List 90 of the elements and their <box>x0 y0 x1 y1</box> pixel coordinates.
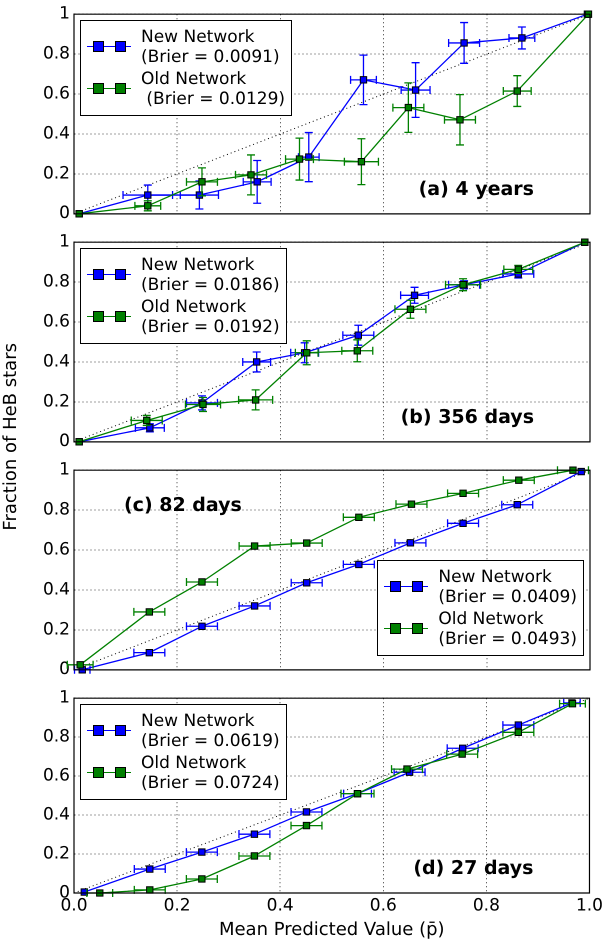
point <box>408 500 416 508</box>
point <box>250 852 258 860</box>
point <box>354 347 361 354</box>
point <box>146 608 154 616</box>
y-tick-label: 0.4 <box>42 579 70 600</box>
point <box>458 750 466 758</box>
y-tick-label: 1 <box>59 460 70 480</box>
y-tick-label: 0.6 <box>42 539 70 560</box>
annotation: (c) 82 days <box>124 494 242 516</box>
point <box>247 171 255 179</box>
point <box>514 721 522 729</box>
point <box>514 87 521 95</box>
y-tick-label: 0.2 <box>42 391 70 412</box>
annotation: (a) 4 years <box>418 178 534 200</box>
point <box>252 396 260 404</box>
x-tick-label: 0.2 <box>164 896 191 916</box>
x-axis-title: Mean Predicted Value (p̄) <box>218 918 445 940</box>
point <box>254 178 261 186</box>
y-tick-label: 0.6 <box>42 83 70 104</box>
y-tick-label: 0 <box>59 203 70 224</box>
y-tick-label: 0.6 <box>42 766 70 786</box>
y-tick-label: 0.8 <box>42 500 70 520</box>
y-tick-label: 0.4 <box>42 351 70 372</box>
y-tick-label: 0.8 <box>42 272 70 292</box>
y-tick-label: 0.2 <box>42 843 70 864</box>
y-tick-label: 0.6 <box>42 311 70 332</box>
point <box>355 560 363 568</box>
point <box>518 34 526 42</box>
legend-label: Old Network (Brier = 0.0192) <box>141 297 280 338</box>
y-tick-label: 0.2 <box>42 619 70 640</box>
legend-label: New Network (Brier = 0.0186) <box>141 255 280 296</box>
x-tick-label: 1.0 <box>576 896 604 916</box>
point <box>252 358 260 366</box>
point <box>354 332 362 339</box>
x-tick-label: 0.8 <box>472 896 500 916</box>
point <box>406 306 414 313</box>
point <box>456 116 464 124</box>
x-tick-label: 0.6 <box>370 896 397 916</box>
y-axis-title: Fraction of HeB stars <box>0 343 20 531</box>
y-tick-label: 0.4 <box>42 123 70 144</box>
point <box>198 578 206 586</box>
point <box>515 476 522 484</box>
point <box>514 728 522 736</box>
y-tick-label: 0.8 <box>42 44 70 64</box>
legend-label: New Network (Brier = 0.0091) <box>141 27 280 68</box>
point <box>250 542 258 550</box>
annotation: (b) 356 days <box>400 406 534 428</box>
y-tick-label: 1 <box>59 4 70 24</box>
point <box>198 178 206 186</box>
y-tick-label: 0 <box>59 431 70 452</box>
annotation: (d) 27 days <box>413 857 534 879</box>
point <box>460 39 468 47</box>
point <box>198 875 206 883</box>
point <box>302 822 310 830</box>
x-tick-label: 0.4 <box>266 896 294 916</box>
point <box>303 579 310 586</box>
y-tick-label: 1 <box>59 688 70 708</box>
y-tick-label: 0.2 <box>42 163 70 184</box>
point <box>358 158 366 166</box>
point <box>406 539 414 547</box>
point <box>146 886 154 894</box>
legend-label: Old Network (Brier = 0.0493) <box>438 608 577 649</box>
point <box>404 104 412 112</box>
point <box>412 86 420 94</box>
legend-label: Old Network (Brier = 0.0724) <box>141 753 280 794</box>
legend-label: New Network (Brier = 0.0619) <box>141 711 280 752</box>
point <box>146 865 154 873</box>
point <box>303 539 310 547</box>
point <box>403 765 411 773</box>
point <box>360 76 368 84</box>
point <box>302 808 310 816</box>
point <box>198 622 206 630</box>
point <box>296 155 304 163</box>
point <box>146 648 154 656</box>
point <box>303 349 310 356</box>
point <box>459 490 467 498</box>
y-tick-label: 0.4 <box>42 804 70 824</box>
y-tick-label: 0.8 <box>42 726 70 747</box>
point <box>198 848 206 856</box>
point <box>459 520 467 527</box>
point <box>250 602 258 610</box>
point <box>76 661 84 668</box>
point <box>514 501 521 508</box>
legend-label: New Network (Brier = 0.0409) <box>438 566 577 607</box>
y-tick-label: 1 <box>59 232 70 252</box>
point <box>355 514 363 521</box>
point <box>410 292 418 299</box>
legend-label: Old Network (Brier = 0.0129) <box>141 69 286 110</box>
point <box>250 830 258 838</box>
point <box>144 191 152 199</box>
